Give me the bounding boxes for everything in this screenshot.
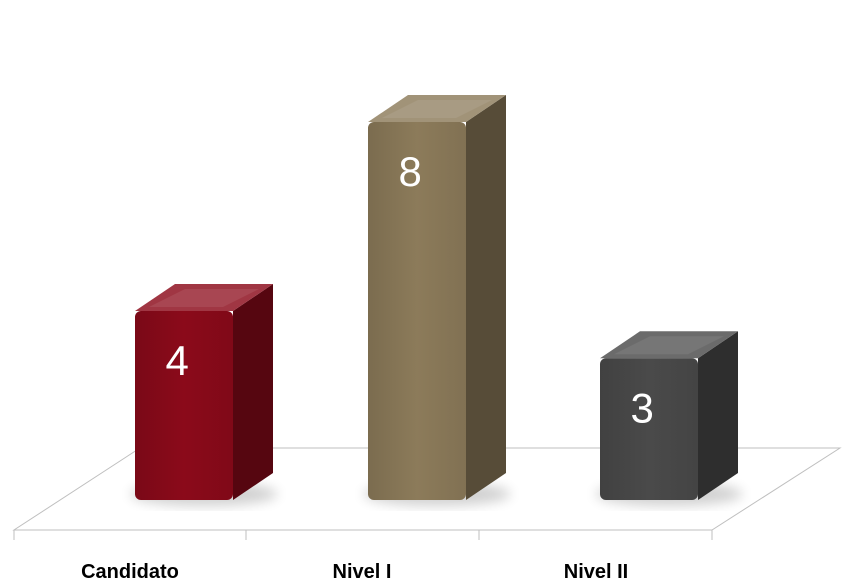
data-label-nivel-i: 8 [398,148,421,195]
category-label-nivel-i: Nivel I [333,561,392,583]
category-label-nivel-ii: Nivel II [564,561,628,583]
bar-side-face [466,95,506,500]
bar-top-bevel [149,289,259,307]
category-labels: Candidato Nivel I Nivel II [81,561,628,583]
bar-top-bevel [382,100,492,118]
data-label-nivel-ii: 3 [630,384,653,431]
category-label-candidato: Candidato [81,561,179,583]
bar-nivel-i: 8 [363,95,511,506]
bar-nivel-ii: 3 [595,331,743,506]
bar-front-face [600,358,698,500]
bar-side-face [698,331,738,500]
bar-side-face [233,284,273,500]
bar-front-face [368,122,466,500]
bar-front-face [135,311,233,500]
category-axis [13,530,713,540]
bars-group: 4 8 3 [130,95,743,506]
bar-candidato: 4 [130,284,278,506]
data-label-candidato: 4 [165,337,188,384]
bar-top-bevel [614,336,724,355]
